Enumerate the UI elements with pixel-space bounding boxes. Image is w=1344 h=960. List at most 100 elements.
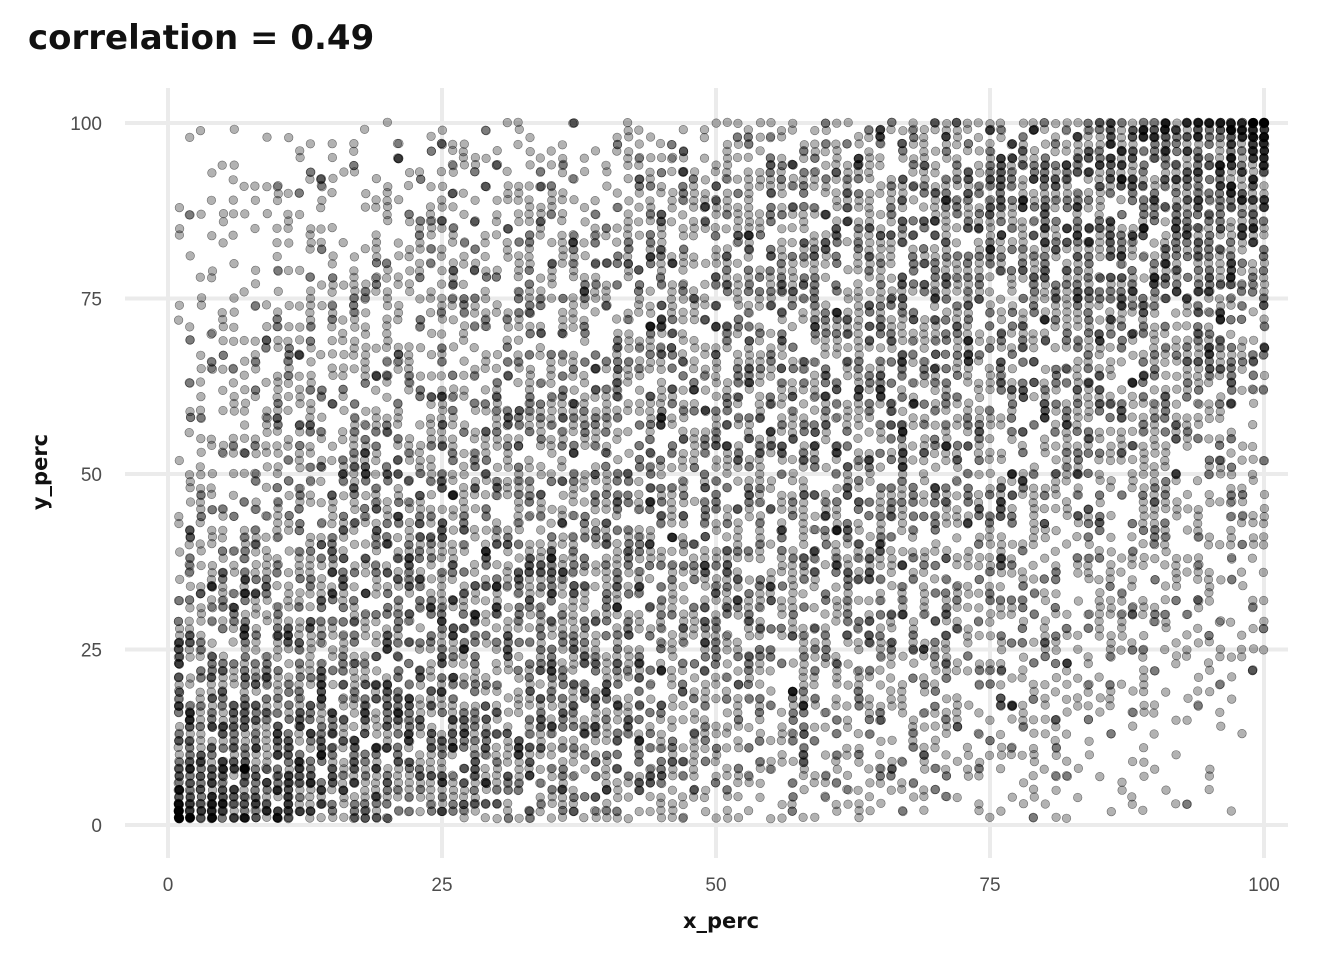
scatter-point [1116, 567, 1126, 577]
scatter-point [415, 623, 425, 633]
scatter-point [952, 491, 962, 501]
scatter-point [1040, 533, 1050, 543]
scatter-point [1193, 595, 1203, 605]
scatter-point [250, 195, 260, 205]
scatter-point [678, 771, 689, 781]
scatter-point [646, 694, 656, 704]
scatter-point [1171, 399, 1181, 409]
scatter-point [821, 300, 831, 310]
scatter-point [1172, 321, 1182, 331]
scatter-point [1072, 441, 1082, 451]
scatter-point [1007, 504, 1017, 514]
scatter-point [284, 322, 294, 332]
scatter-point [316, 616, 326, 626]
scatter-point [514, 503, 524, 514]
scatter-point [470, 216, 480, 226]
scatter-point [853, 279, 863, 289]
scatter-point [1029, 637, 1039, 647]
scatter-point [699, 125, 710, 135]
scatter-point [305, 763, 316, 774]
scatter-point [382, 392, 392, 402]
scatter-point [722, 512, 733, 522]
scatter-point [963, 469, 973, 479]
scatter-point [1039, 504, 1049, 514]
scatter-point [864, 132, 874, 143]
scatter-point [996, 413, 1006, 423]
scatter-point [218, 238, 228, 248]
scatter-point [1160, 644, 1170, 655]
scatter-point [634, 714, 644, 725]
scatter-point [514, 553, 524, 563]
scatter-point [1247, 441, 1258, 452]
scatter-point [228, 195, 238, 205]
scatter-point [996, 680, 1006, 690]
scatter-point [579, 153, 589, 163]
scatter-point [328, 679, 338, 690]
scatter-point [1116, 679, 1127, 689]
scatter-point [1051, 503, 1061, 514]
scatter-point [1094, 574, 1104, 585]
scatter-point [1237, 455, 1247, 465]
scatter-point [919, 132, 929, 143]
scatter-point [831, 539, 841, 550]
scatter-point [1128, 686, 1138, 696]
scatter-point [787, 238, 797, 248]
scatter-point [634, 806, 644, 817]
scatter-point [546, 750, 556, 760]
scatter-point [865, 497, 875, 507]
scatter-point [985, 420, 996, 430]
scatter-point [624, 630, 634, 640]
scatter-point [437, 700, 447, 710]
scatter-point [666, 217, 677, 227]
scatter-point [623, 174, 633, 184]
scatter-point [328, 511, 338, 521]
scatter-point [919, 343, 929, 353]
scatter-point [339, 280, 349, 290]
scatter-point [218, 336, 228, 346]
scatter-point [700, 279, 710, 290]
scatter-point [755, 146, 765, 156]
scatter-point [1040, 595, 1051, 606]
scatter-point [295, 399, 305, 409]
scatter-point [930, 708, 940, 718]
scatter-point [436, 167, 447, 177]
scatter-point [788, 658, 798, 668]
scatter-point [1149, 462, 1159, 472]
scatter-point [722, 532, 732, 542]
scatter-point [962, 468, 972, 479]
scatter-point [535, 350, 545, 361]
scatter-point [393, 238, 403, 248]
scatter-point [744, 462, 754, 472]
scatter-point [645, 196, 655, 206]
scatter-point [239, 406, 249, 416]
scatter-point [361, 491, 371, 501]
scatter-point [1182, 554, 1193, 564]
scatter-point [1029, 686, 1039, 697]
scatter-point [973, 561, 984, 571]
scatter-point [480, 763, 490, 774]
scatter-point [908, 195, 919, 205]
scatter-point [1029, 357, 1039, 367]
scatter-point [502, 421, 512, 431]
scatter-point [667, 546, 677, 557]
scatter-point [996, 645, 1007, 655]
scatter-point [985, 434, 995, 444]
scatter-point [1028, 329, 1038, 339]
scatter-point [1160, 595, 1170, 605]
scatter-point [1149, 434, 1159, 445]
scatter-point [723, 813, 733, 823]
scatter-point [667, 680, 677, 690]
scatter-point [876, 427, 886, 437]
scatter-point [952, 792, 962, 803]
scatter-point [405, 286, 415, 297]
scatter-point [975, 168, 985, 178]
scatter-point [601, 573, 611, 584]
scatter-point [700, 175, 711, 185]
scatter-point [184, 428, 194, 438]
scatter-point [986, 335, 996, 346]
scatter-point [1018, 799, 1029, 809]
scatter-point [1247, 553, 1257, 563]
scatter-point [306, 343, 316, 353]
scatter-point [831, 616, 841, 626]
scatter-point [1084, 750, 1094, 760]
